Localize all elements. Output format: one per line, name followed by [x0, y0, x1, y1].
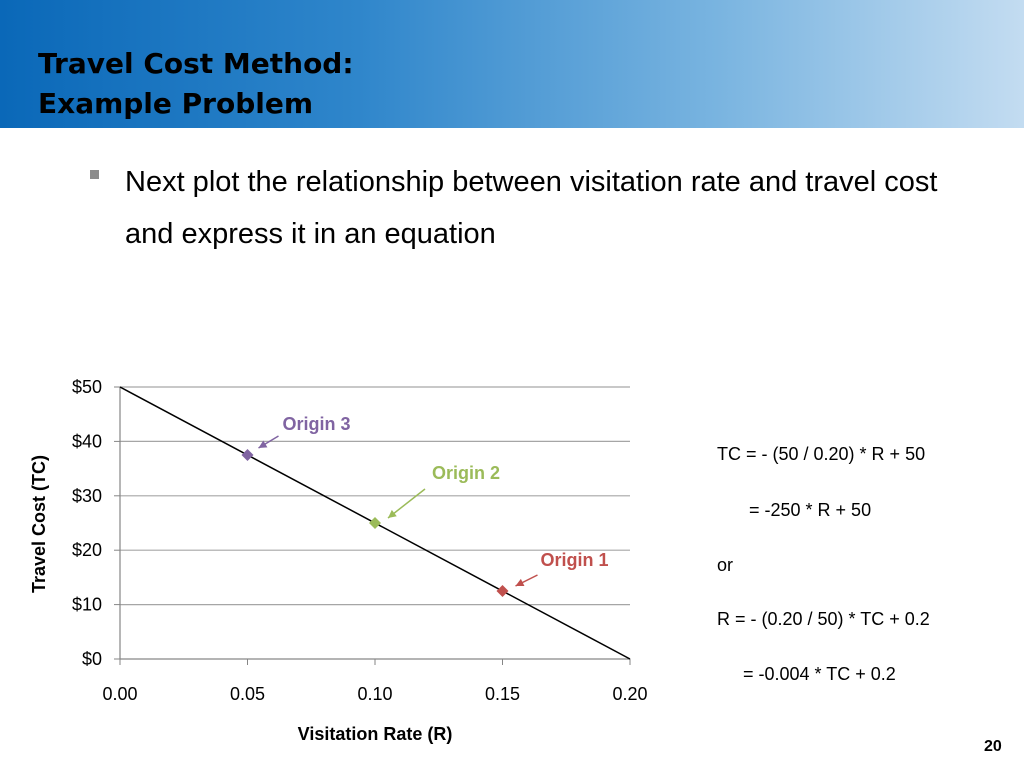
title-banner [0, 0, 1024, 128]
y-tick-label: $10 [72, 595, 102, 615]
data-point-marker [496, 585, 509, 597]
slide-title: Travel Cost Method: Example Problem [38, 44, 354, 124]
y-tick-label: $0 [82, 649, 102, 669]
annotation-arrowhead [388, 509, 397, 518]
y-tick-label: $50 [72, 377, 102, 397]
data-point-marker [369, 517, 381, 529]
bullet-text: Next plot the relationship between visit… [125, 166, 938, 250]
square-bullet-icon [90, 170, 99, 179]
bullet-item: Next plot the relationship between visit… [88, 156, 968, 260]
equation-line-4: R = - (0.20 / 50) * TC + 0.2 [717, 609, 930, 629]
data-point-marker [241, 449, 254, 461]
equation-line-1: TC = - (50 / 0.20) * R + 50 [717, 444, 926, 464]
data-point-label: Origin 2 [432, 463, 500, 483]
x-tick-label: 0.15 [485, 684, 520, 704]
equation-line-2: = -250 * R + 50 [749, 500, 872, 520]
annotation-arrowhead [515, 578, 525, 586]
data-point-label: Origin 3 [283, 414, 351, 434]
x-tick-label: 0.00 [102, 684, 137, 704]
slide-title-line-2: Example Problem [38, 87, 314, 120]
y-tick-label: $20 [72, 540, 102, 560]
x-axis-title: Visitation Rate (R) [298, 724, 453, 744]
slide-title-line-1: Travel Cost Method: [38, 47, 354, 80]
y-tick-label: $30 [72, 486, 102, 506]
equation-line-3: or [717, 555, 734, 575]
x-tick-label: 0.20 [612, 684, 647, 704]
visitation-travel-cost-chart: $0 $10 $20 $30 $40 $50 0.00 0.05 0.10 0.15 0.20 Vis… [29, 377, 648, 744]
y-tick-label: $40 [72, 431, 102, 451]
page-number: 20 [984, 738, 1002, 755]
x-tick-label: 0.05 [230, 684, 265, 704]
annotation-arrowhead [258, 440, 268, 448]
equation-line-5: = -0.004 * TC + 0.2 [743, 664, 896, 684]
y-axis-title: Travel Cost (TC) [29, 455, 49, 593]
data-point-label: Origin 1 [541, 550, 609, 570]
x-tick-label: 0.10 [357, 684, 392, 704]
